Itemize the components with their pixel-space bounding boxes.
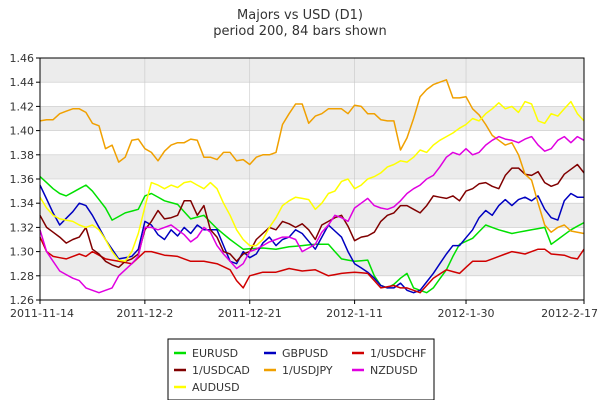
legend-label-audusd: AUDUSD — [192, 381, 240, 394]
x-tick-label: 2012-2-17 — [541, 307, 598, 320]
x-tick-label: 2011-12-21 — [218, 307, 282, 320]
y-tick-label: 1.36 — [10, 173, 35, 186]
legend-label-1-usdjpy: 1/USDJPY — [282, 364, 333, 377]
chart-title: Majors vs USD (D1) — [237, 8, 363, 23]
series-line-nzdusd — [39, 135, 585, 294]
legend-label-gbpusd: GBPUSD — [282, 347, 328, 360]
grid-band — [40, 154, 584, 179]
y-tick-label: 1.42 — [10, 100, 35, 113]
x-tick-label: 2012-1-11 — [326, 307, 383, 320]
y-tick-label: 1.30 — [10, 246, 35, 259]
legend: EURUSD GBPUSD 1/USDCHF 1/USDCAD 1/USDJPY NZDU… — [167, 338, 435, 400]
grid-band — [40, 179, 584, 204]
legend-label-nzdusd: NZDUSD — [370, 364, 418, 377]
legend-box — [167, 338, 435, 400]
grid-band — [40, 227, 584, 252]
grid-band — [40, 106, 584, 131]
series-line-1-usdchf — [39, 236, 585, 294]
y-tick-label: 1.44 — [10, 76, 35, 89]
y-axis: 1.26 1.28 1.30 1.32 1.34 1.36 1.38 1.40 1.42 1.44… — [10, 52, 40, 307]
x-tick-label: 2011-11-14 — [10, 307, 74, 320]
series-line-gbpusd — [39, 184, 584, 294]
series-line-1-usdjpy — [39, 79, 585, 235]
x-tick-label: 2012-1-30 — [438, 307, 495, 320]
grid-band — [40, 58, 584, 83]
series-line-1-usdcad — [39, 163, 585, 269]
grid-band — [40, 203, 584, 228]
plot-grid-bands — [40, 58, 584, 300]
grid-band — [40, 275, 584, 300]
grid-band — [40, 82, 584, 107]
plot-series-lines — [39, 79, 585, 294]
legend-label-eurusd: EURUSD — [192, 347, 238, 360]
legend-label-1-usdchf: 1/USDCHF — [370, 347, 427, 360]
y-tick-label: 1.34 — [10, 197, 35, 210]
chart-subtitle: period 200, 84 bars shown — [213, 24, 387, 39]
y-tick-label: 1.40 — [10, 125, 35, 138]
y-tick-label: 1.26 — [10, 294, 35, 307]
y-tick-label: 1.38 — [10, 149, 35, 162]
x-axis: 2011-11-14 2011-12-2 2011-12-21 2012-1-11 20… — [10, 300, 598, 320]
series-line-audusd — [39, 100, 585, 263]
legend-label-1-usdcad: 1/USDCAD — [192, 364, 250, 377]
x-tick-label: 2011-12-2 — [116, 307, 173, 320]
y-tick-label: 1.28 — [10, 270, 35, 283]
y-tick-label: 1.32 — [10, 221, 35, 234]
y-tick-label: 1.46 — [10, 52, 35, 65]
